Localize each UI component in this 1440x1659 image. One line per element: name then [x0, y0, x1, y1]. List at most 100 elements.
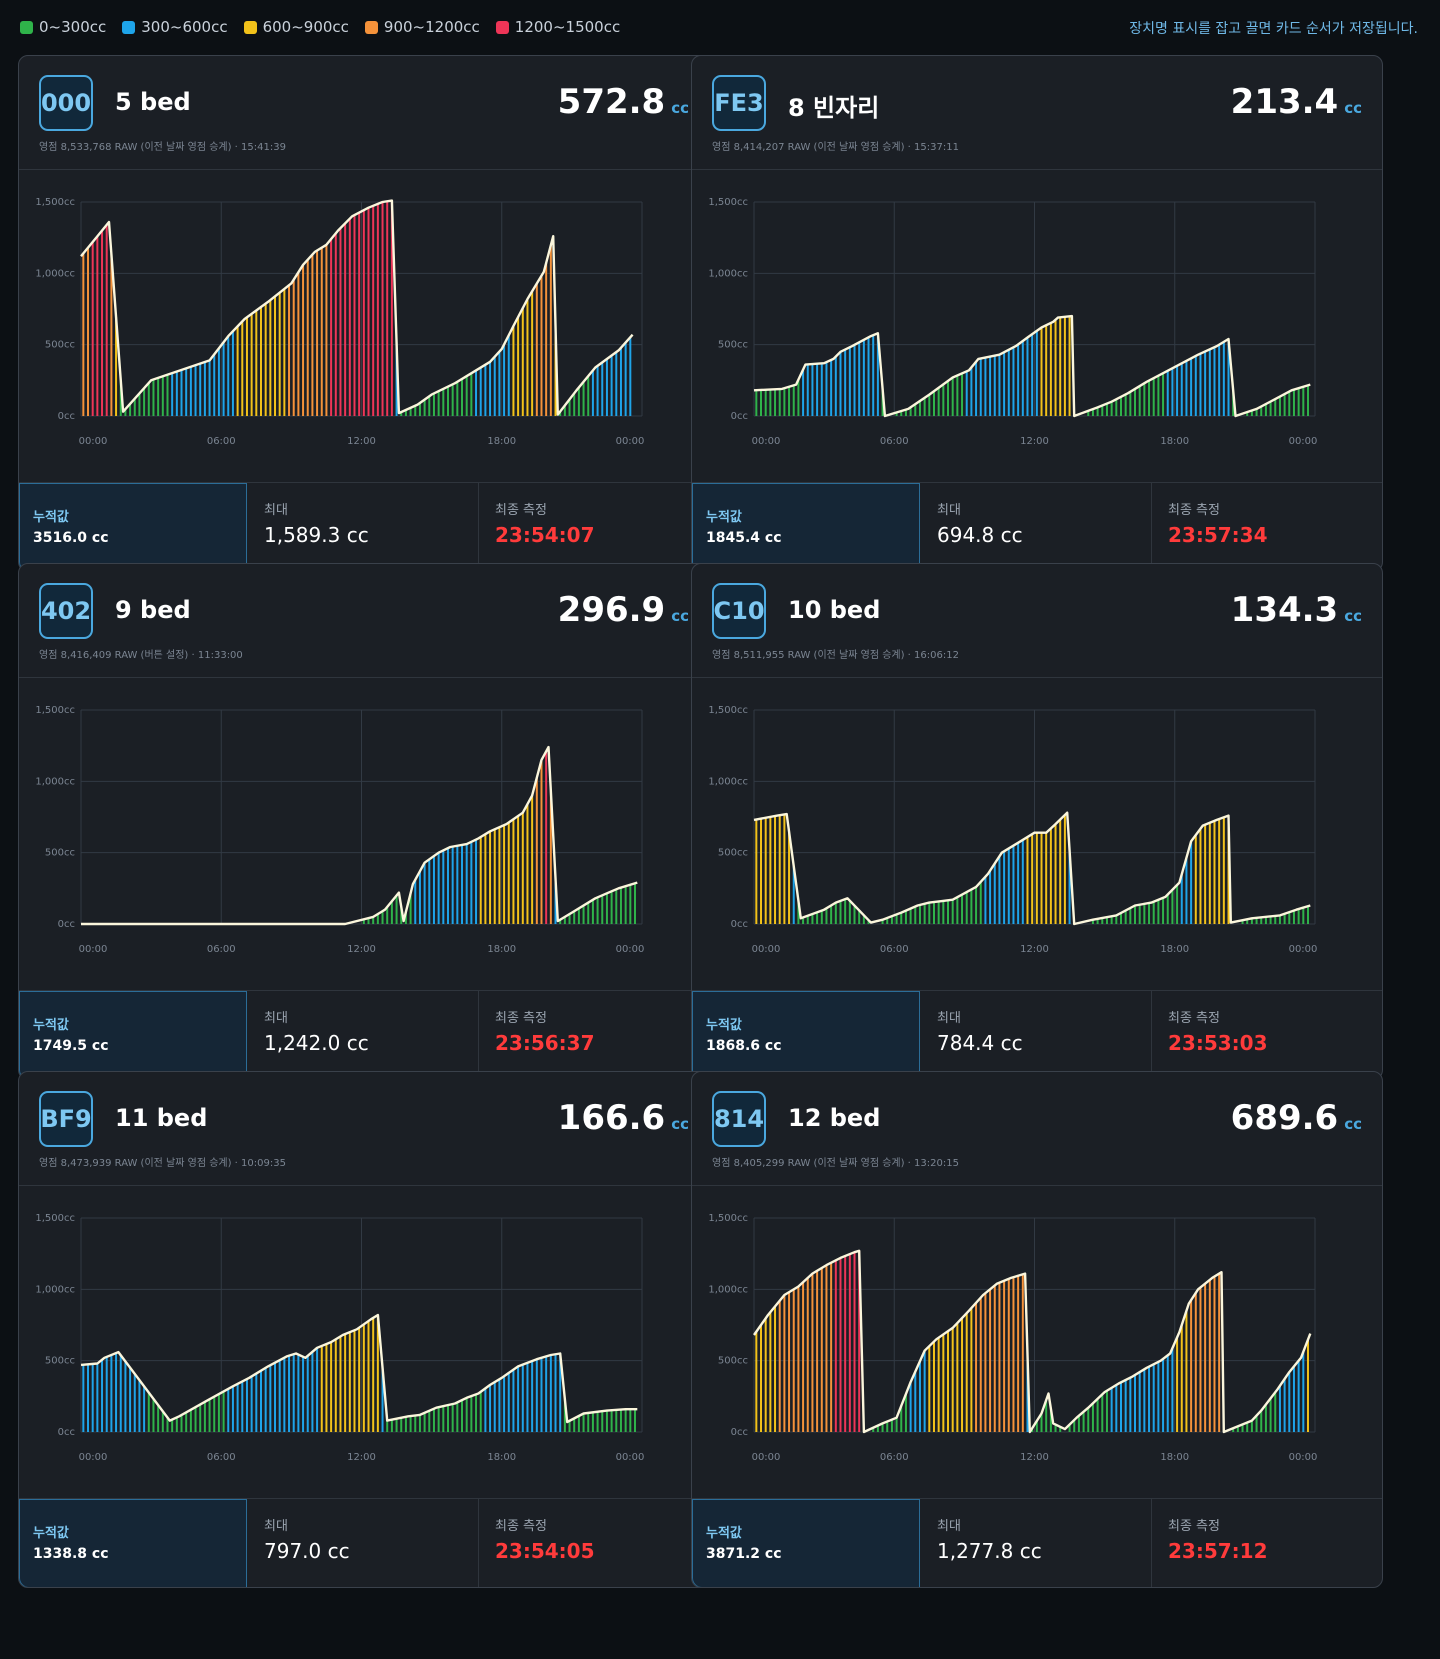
- y-tick-label: 0cc: [731, 1427, 748, 1438]
- max-value: 784.4 cc: [937, 1031, 1023, 1055]
- max-label: 최대: [264, 503, 288, 518]
- last-measure-stat: 최종 측정 23:57:34: [1152, 483, 1382, 571]
- series-line: [753, 811, 1311, 926]
- device-id-badge[interactable]: 000: [39, 75, 93, 131]
- device-id-badge[interactable]: FE3: [712, 75, 766, 131]
- max-value: 1,589.3 cc: [264, 523, 369, 547]
- last-measure-time: 23:53:03: [1168, 1031, 1268, 1055]
- x-tick-label: 12:00: [347, 944, 376, 955]
- series-line: [80, 1313, 638, 1424]
- device-card[interactable]: 814 12 bed 영점 8,405,299 RAW (이전 날짜 영점 승계) …: [691, 1071, 1383, 1588]
- total-stat: 누적값 1845.4 cc: [692, 483, 920, 571]
- max-stat: 최대 1,242.0 cc: [248, 991, 479, 1079]
- y-tick-label: 1,000cc: [35, 1284, 75, 1295]
- legend-swatch: [20, 20, 33, 34]
- x-tick-label: 00:00: [79, 944, 108, 955]
- x-tick-label: 18:00: [1160, 1452, 1189, 1463]
- current-value-number: 134.3: [1230, 590, 1339, 630]
- total-stat: 누적값 3516.0 cc: [19, 483, 247, 571]
- last-measure-time: 23:56:37: [495, 1031, 595, 1055]
- x-tick-label: 18:00: [1160, 436, 1189, 447]
- y-tick-label: 0cc: [731, 919, 748, 930]
- x-tick-label: 06:00: [880, 944, 909, 955]
- x-tick-label: 06:00: [207, 436, 236, 447]
- legend-label: 1200~1500cc: [514, 18, 621, 36]
- last-measure-label: 최종 측정: [1168, 1519, 1220, 1534]
- device-name-drag-handle[interactable]: 12 bed: [788, 1104, 881, 1132]
- device-id-badge[interactable]: C10: [712, 583, 766, 639]
- volume-chart: 0cc 500cc 1,000cc 1,500cc 00:00 06:00 12:00 18:…: [708, 197, 1318, 447]
- y-tick-label: 1,500cc: [708, 705, 748, 716]
- device-id-badge[interactable]: BF9: [39, 1091, 93, 1147]
- current-value-unit: cc: [671, 1115, 689, 1133]
- device-card[interactable]: 402 9 bed 영점 8,416,409 RAW (버튼 설정) · 11:33…: [18, 563, 710, 1080]
- x-tick-label: 00:00: [1289, 436, 1318, 447]
- device-name-drag-handle[interactable]: 10 bed: [788, 596, 881, 624]
- current-value-number: 689.6: [1230, 1098, 1339, 1138]
- y-tick-label: 500cc: [718, 340, 748, 351]
- current-value-unit: cc: [1344, 607, 1362, 625]
- device-card[interactable]: FE3 8 빈자리 영점 8,414,207 RAW (이전 날짜 영점 승계) ·…: [691, 55, 1383, 572]
- x-tick-label: 06:00: [207, 1452, 236, 1463]
- device-card[interactable]: 000 5 bed 영점 8,533,768 RAW (이전 날짜 영점 승계) ·…: [18, 55, 710, 572]
- max-stat: 최대 1,589.3 cc: [248, 483, 479, 571]
- legend-label: 0~300cc: [39, 18, 107, 36]
- device-id-badge[interactable]: 814: [712, 1091, 766, 1147]
- last-measure-label: 최종 측정: [495, 503, 547, 518]
- device-card[interactable]: C10 10 bed 영점 8,511,955 RAW (이전 날짜 영점 승계) …: [691, 563, 1383, 1080]
- x-tick-label: 00:00: [79, 436, 108, 447]
- drag-hint: 장치명 표시를 잡고 끌면 카드 순서가 저장됩니다.: [1129, 21, 1418, 37]
- current-value-number: 572.8: [557, 82, 666, 122]
- y-tick-label: 1,500cc: [35, 705, 75, 716]
- volume-chart: 0cc 500cc 1,000cc 1,500cc 00:00 06:00 12:00 18:…: [708, 705, 1317, 955]
- current-value-unit: cc: [671, 607, 689, 625]
- y-tick-label: 1,500cc: [35, 197, 75, 208]
- card-header: FE3 8 빈자리 영점 8,414,207 RAW (이전 날짜 영점 승계) ·…: [692, 56, 1382, 170]
- y-tick-label: 0cc: [58, 1427, 75, 1438]
- device-name-drag-handle[interactable]: 5 bed: [115, 88, 191, 116]
- device-id-badge[interactable]: 402: [39, 583, 93, 639]
- zero-point-info: 영점 8,405,299 RAW (이전 날짜 영점 승계) · 13:20:1…: [712, 1158, 959, 1169]
- total-value: 1845.4 cc: [706, 530, 782, 546]
- current-value-number: 213.4: [1230, 82, 1339, 122]
- y-tick-label: 500cc: [45, 340, 75, 351]
- zero-point-info: 영점 8,533,768 RAW (이전 날짜 영점 승계) · 15:41:3…: [39, 142, 286, 153]
- current-value: 296.9 cc: [558, 590, 689, 630]
- x-tick-label: 00:00: [752, 436, 781, 447]
- stats-row: 누적값 1338.8 cc 최대 797.0 cc 최종 측정 23:54:05: [19, 1498, 709, 1587]
- series-line: [753, 1249, 1312, 1434]
- legend-label: 900~1200cc: [383, 18, 480, 36]
- zero-point-info: 영점 8,511,955 RAW (이전 날짜 영점 승계) · 16:06:1…: [712, 650, 959, 661]
- legend-swatch: [364, 20, 378, 34]
- x-tick-label: 00:00: [616, 944, 645, 955]
- total-value: 1749.5 cc: [33, 1038, 109, 1054]
- device-name-drag-handle[interactable]: 9 bed: [115, 596, 191, 624]
- y-tick-label: 1,000cc: [708, 776, 748, 787]
- max-label: 최대: [264, 1011, 288, 1026]
- y-tick-label: 1,500cc: [708, 1213, 748, 1224]
- max-value: 797.0 cc: [264, 1539, 350, 1563]
- legend-swatch: [122, 20, 136, 34]
- y-tick-label: 500cc: [45, 1356, 75, 1367]
- y-tick-label: 1,000cc: [35, 268, 75, 279]
- total-label: 누적값: [33, 1018, 69, 1033]
- x-tick-label: 00:00: [1289, 1452, 1318, 1463]
- max-value: 694.8 cc: [937, 523, 1023, 547]
- total-stat: 누적값 1338.8 cc: [19, 1499, 247, 1587]
- legend-swatch: [243, 20, 257, 34]
- card-header: 000 5 bed 영점 8,533,768 RAW (이전 날짜 영점 승계) ·…: [19, 56, 709, 170]
- max-label: 최대: [937, 1011, 961, 1026]
- max-stat: 최대 1,277.8 cc: [921, 1499, 1152, 1587]
- y-tick-label: 1,000cc: [708, 1284, 748, 1295]
- card-header: 814 12 bed 영점 8,405,299 RAW (이전 날짜 영점 승계) …: [692, 1072, 1382, 1186]
- x-tick-label: 12:00: [347, 1452, 376, 1463]
- total-value: 3871.2 cc: [706, 1546, 782, 1562]
- zero-point-info: 영점 8,416,409 RAW (버튼 설정) · 11:33:00: [39, 650, 243, 661]
- device-name-drag-handle[interactable]: 8 빈자리: [788, 94, 880, 122]
- last-measure-stat: 최종 측정 23:57:12: [1152, 1499, 1382, 1587]
- x-tick-label: 18:00: [487, 436, 516, 447]
- device-name-drag-handle[interactable]: 11 bed: [115, 1104, 208, 1132]
- x-tick-label: 18:00: [1160, 944, 1189, 955]
- series-line: [753, 314, 1311, 418]
- device-card[interactable]: BF9 11 bed 영점 8,473,939 RAW (이전 날짜 영점 승계) …: [18, 1071, 710, 1588]
